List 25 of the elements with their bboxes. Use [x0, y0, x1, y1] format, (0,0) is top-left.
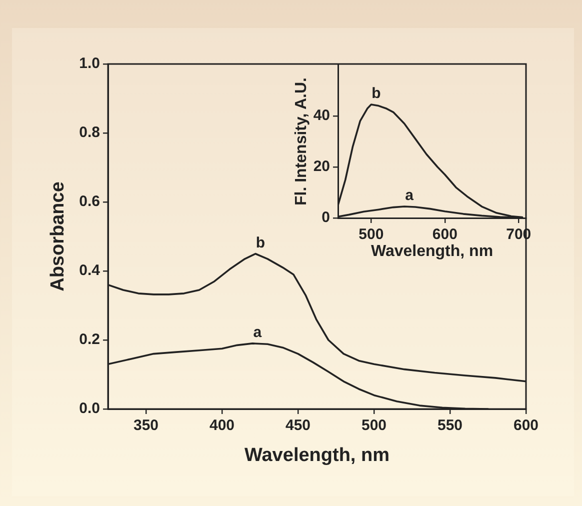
y-tick-label: 0: [322, 209, 330, 226]
x-tick-label: 400: [209, 417, 235, 434]
y-axis-title: Absorbance: [48, 182, 69, 292]
x-tick-label: 550: [437, 417, 463, 434]
y-tick-label: 1.0: [79, 55, 100, 72]
x-axis-title: Wavelength, nm: [244, 444, 390, 466]
y-tick-label: 40: [313, 107, 330, 124]
x-tick-label: 500: [361, 417, 387, 434]
y-tick-label: 20: [313, 158, 330, 176]
series-label: b: [256, 234, 266, 252]
y-tick-label: 0.6: [79, 193, 100, 210]
y-axis-title: Fl. Intensity, A.U.: [293, 77, 310, 206]
y-tick-label: 0.8: [79, 124, 100, 142]
y-tick-label: 0.2: [79, 331, 100, 348]
series-label: a: [253, 324, 262, 342]
series-label: a: [405, 187, 414, 204]
y-tick-label: 0.4: [79, 262, 101, 280]
series-label: b: [372, 85, 381, 102]
x-tick-label: 350: [133, 417, 159, 434]
x-axis-title: Wavelength, nm: [370, 242, 494, 260]
x-tick-label: 500: [358, 226, 384, 244]
x-tick-label: 600: [432, 226, 458, 244]
x-tick-label: 600: [513, 417, 539, 434]
x-tick-label: 450: [285, 417, 311, 434]
y-tick-label: 0.0: [79, 400, 100, 418]
